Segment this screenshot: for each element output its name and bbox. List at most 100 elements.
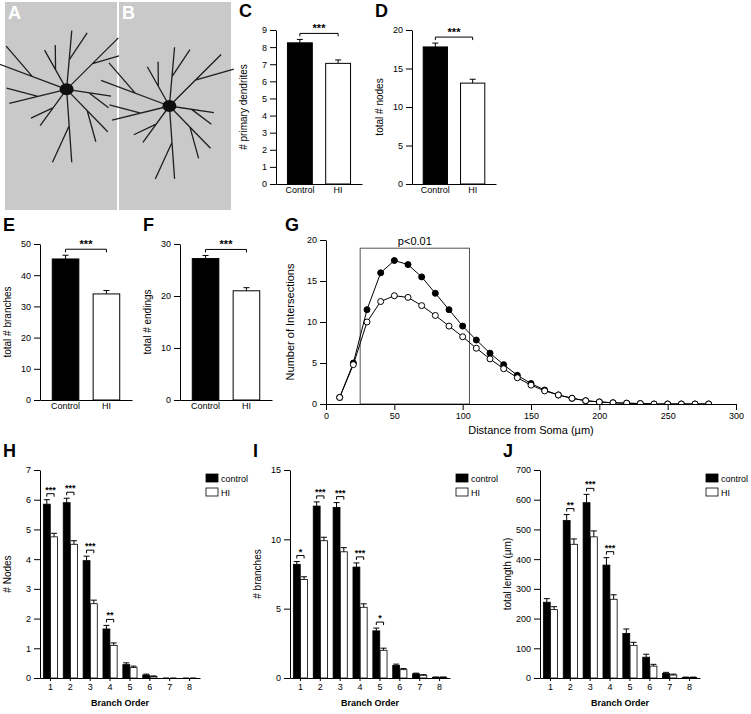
tick-mark — [649, 678, 650, 681]
bar — [110, 645, 117, 678]
error-cap — [91, 600, 97, 601]
error-cap — [103, 625, 109, 626]
bar — [603, 565, 610, 678]
error-cap — [591, 530, 597, 531]
error-cap — [611, 594, 617, 595]
tick-label: 15 — [393, 64, 403, 74]
error-cap — [143, 674, 149, 675]
error-bar — [551, 607, 557, 610]
error-stem — [66, 498, 67, 502]
tick-label: 5 — [398, 141, 403, 151]
error-bar — [123, 663, 129, 665]
error-stem — [106, 290, 107, 293]
tick: 300 — [729, 404, 744, 421]
marker — [337, 394, 343, 400]
tick-label: 0 — [324, 411, 329, 421]
dendrite — [67, 31, 88, 90]
marker — [446, 307, 452, 313]
marker — [337, 394, 343, 400]
bar — [583, 503, 590, 678]
tick-label: 2 — [318, 682, 323, 692]
marker — [610, 400, 616, 404]
tick: 6 — [397, 678, 402, 692]
tick-label: 250 — [661, 411, 676, 421]
tick-label: 8 — [437, 682, 442, 692]
tick-label: 4 — [26, 555, 31, 565]
error-bar — [432, 43, 438, 47]
tick-label: 0 — [398, 179, 403, 189]
axis: 12345678 — [41, 678, 201, 692]
tick-label: 5 — [276, 604, 281, 614]
significance: *** — [300, 22, 338, 36]
bar — [551, 610, 558, 678]
bar — [170, 678, 177, 679]
error-bar — [440, 677, 446, 678]
dendrite — [0, 46, 67, 89]
dendrite — [67, 89, 108, 141]
plot: 05101520ControlHItotal # nodes*** — [374, 25, 497, 195]
tick-label: 0 — [312, 399, 317, 409]
error-cap — [163, 678, 169, 679]
tick: 500 — [516, 525, 540, 535]
error-cap — [203, 255, 209, 256]
bar — [83, 561, 90, 678]
tick: 20 — [21, 333, 40, 343]
tick-label: 3 — [262, 128, 267, 138]
bar — [413, 674, 420, 678]
legend-swatch — [706, 488, 718, 496]
tick-mark — [284, 470, 290, 471]
marker — [678, 401, 684, 404]
tick: 5 — [377, 678, 382, 692]
error-cap — [150, 675, 156, 676]
axis-line — [291, 678, 451, 679]
marker — [391, 258, 397, 264]
error-bar — [183, 678, 189, 679]
legend-item: HI — [206, 488, 230, 498]
error-cap — [400, 668, 406, 669]
axis-line — [180, 245, 181, 401]
tick-label: 2 — [568, 682, 573, 692]
tick-mark — [174, 400, 180, 401]
tick-label: 4 — [262, 111, 267, 121]
tick: Control — [191, 400, 220, 411]
error-cap — [413, 673, 419, 674]
tick-label: 10 — [271, 535, 281, 545]
dendrite — [169, 47, 190, 106]
tick-label: 1 — [298, 682, 303, 692]
dendrite — [109, 105, 169, 120]
chart-panel: 0123456789ControlHI# primary dendrites**… — [238, 1, 363, 195]
tick-mark — [270, 47, 276, 48]
tick-label: 3 — [88, 682, 93, 692]
legend-label: HI — [221, 488, 230, 498]
error-bar — [321, 537, 327, 540]
plot-area — [43, 498, 196, 678]
bar — [123, 665, 130, 678]
tick-label: 1 — [26, 644, 31, 654]
tick: 1 — [298, 678, 303, 692]
error-bar — [353, 563, 359, 567]
plot-area — [543, 494, 696, 678]
tick-mark — [320, 363, 326, 364]
tick-label: 0 — [26, 395, 31, 405]
dendrite — [169, 106, 210, 158]
legend-swatch — [206, 488, 218, 496]
marker — [487, 350, 493, 356]
axis: 050100150200250300 — [324, 404, 744, 421]
tick-label: 3 — [26, 584, 31, 594]
tick-label: 20 — [393, 25, 403, 35]
error-bar — [591, 531, 597, 537]
axis: ControlHI — [277, 184, 363, 195]
error-cap — [341, 547, 347, 548]
axis: 0102030 — [161, 239, 181, 405]
axis-line — [276, 31, 277, 185]
chart-panel: 0102030ControlHItotal # endings***F — [142, 215, 273, 411]
tick-label: HI — [468, 185, 477, 195]
error-bar — [564, 515, 570, 521]
significance: *********** — [45, 483, 114, 622]
tick-label: Control — [285, 185, 314, 195]
tick: 200 — [516, 614, 540, 624]
tick-label: Control — [51, 401, 80, 411]
marker — [569, 395, 575, 401]
plot: 0123456789ControlHI# primary dendrites**… — [238, 22, 363, 195]
significance-label: *** — [85, 541, 96, 551]
